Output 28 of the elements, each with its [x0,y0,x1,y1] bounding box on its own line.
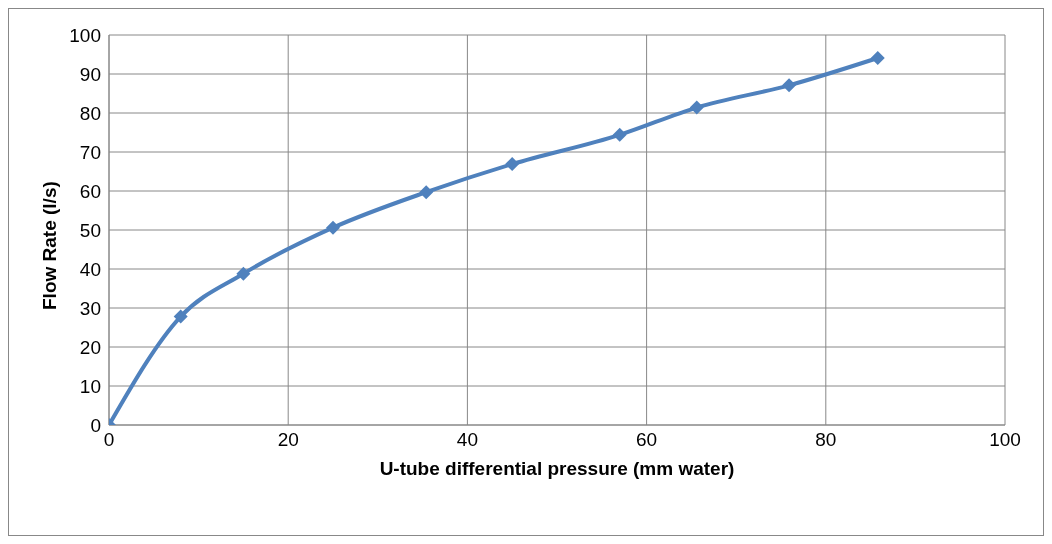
y-tick-label: 40 [79,258,101,280]
y-axis-title: Flow Rate (l/s) [38,181,60,310]
point [173,309,188,324]
point [505,157,520,172]
point [870,51,885,66]
y-tick-label: 70 [79,141,101,163]
y-tick-label: 30 [79,297,101,319]
y-tick-label: 80 [79,102,101,124]
y-tick-label: 0 [90,414,101,436]
point [689,100,704,115]
x-tick-label: 20 [277,429,299,451]
y-tick-label: 20 [79,336,101,358]
point [236,266,251,281]
y-tick-label: 90 [79,63,101,85]
x-tick-label: 80 [815,429,837,451]
y-tick-label: 50 [79,219,101,241]
point [612,127,627,142]
y-tick-label: 100 [69,24,101,46]
x-axis-title: U-tube differential pressure (mm water) [379,458,735,479]
x-tick-label: 60 [636,429,658,451]
x-tick-label: 0 [103,429,115,451]
point [782,78,797,93]
x-tick-label: 40 [456,429,478,451]
x-tick-label: 100 [989,429,1021,451]
point [326,220,340,235]
y-tick-label: 60 [79,180,101,202]
y-tick-label: 10 [79,375,101,397]
point [419,185,434,200]
